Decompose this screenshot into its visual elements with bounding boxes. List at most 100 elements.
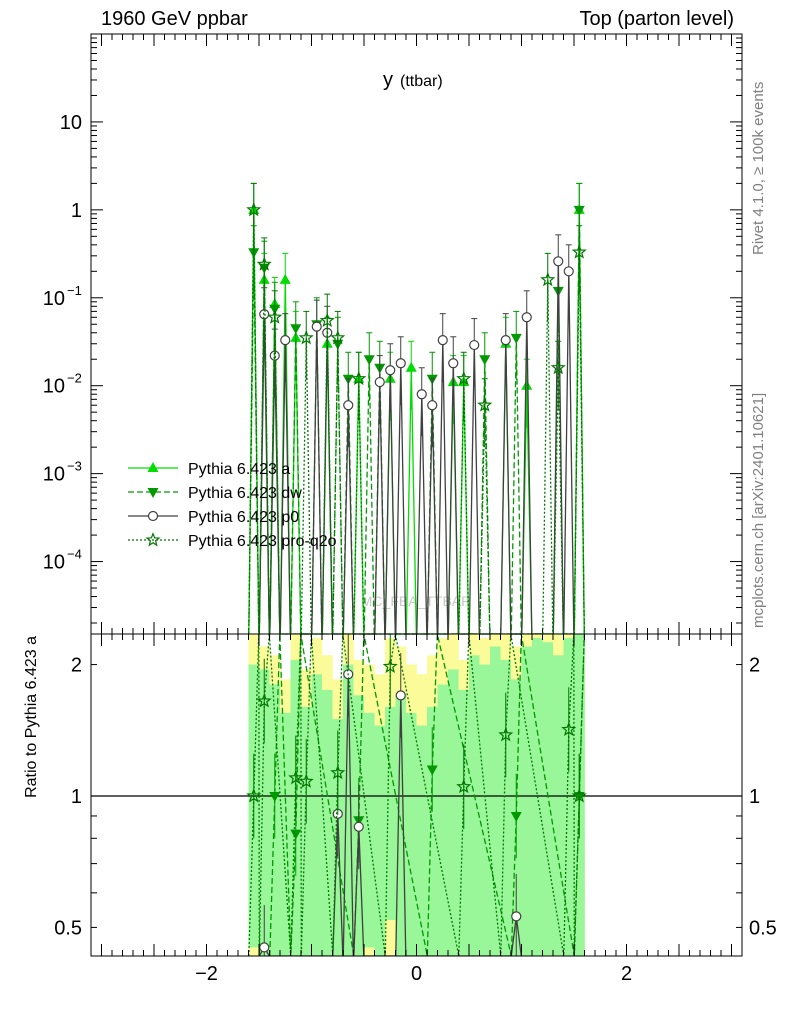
data-point xyxy=(456,370,472,386)
data-point xyxy=(521,312,532,323)
uncertainty-band-green xyxy=(322,689,333,956)
uncertainty-band-green xyxy=(521,646,533,956)
data-point xyxy=(319,312,335,328)
main-ytick-exp: −3 xyxy=(67,459,82,474)
data-point xyxy=(279,273,291,284)
xtick-label: 2 xyxy=(621,963,632,985)
plot-title-main: y xyxy=(383,69,393,91)
uncertainty-band-green xyxy=(448,669,459,956)
ratio-point xyxy=(288,769,304,785)
main-ytick-label: 10 xyxy=(43,376,65,398)
ratio-point xyxy=(395,690,406,701)
uncertainty-band-green xyxy=(427,706,438,956)
rivet-label: Rivet 4.1.0, ≥ 100k events xyxy=(750,81,767,255)
ratio-line xyxy=(269,634,585,956)
data-point xyxy=(448,358,459,369)
data-point xyxy=(246,201,262,217)
uncertainty-band-green xyxy=(280,712,291,956)
legend-label: Pythia 6.423 p0 xyxy=(188,509,299,526)
header-right: Top (parton level) xyxy=(579,8,734,30)
legend-label: Pythia 6.423 dw xyxy=(188,485,302,502)
data-point xyxy=(351,370,367,386)
data-point xyxy=(469,339,480,351)
xtick-label: −2 xyxy=(195,963,218,985)
data-point xyxy=(479,355,491,366)
legend-label: Pythia 6.423 pro-q2o xyxy=(188,533,337,550)
data-point xyxy=(395,358,406,369)
uncertainty-band-green xyxy=(437,684,449,956)
uncertainty-band-green xyxy=(542,642,554,956)
ratio-ytick-label-right: 1 xyxy=(749,786,760,808)
uncertainty-band-green xyxy=(374,725,386,956)
ratio-point xyxy=(256,692,272,708)
series-3 xyxy=(246,182,587,635)
ratio-point xyxy=(290,829,302,840)
ratio-point xyxy=(353,821,364,832)
ratio-content xyxy=(91,634,742,956)
ratio-point xyxy=(561,721,577,736)
ratio-point xyxy=(571,788,587,803)
source-label: mcplots.cern.ch [arXiv:2401.10621] xyxy=(750,392,767,628)
data-point xyxy=(298,329,314,345)
series-0 xyxy=(248,182,585,635)
ratio-ytick-label-right: 0.5 xyxy=(749,917,777,939)
data-point xyxy=(571,244,587,259)
series-2 xyxy=(258,234,575,635)
ratio-ytick-label-left: 2 xyxy=(71,655,82,677)
ratio-point xyxy=(426,765,438,776)
data-point xyxy=(510,333,522,344)
data-point xyxy=(553,256,564,267)
ratio-point xyxy=(498,726,514,742)
data-point xyxy=(343,400,354,411)
legend-label: Pythia 6.423 a xyxy=(188,461,290,478)
data-point xyxy=(385,365,396,376)
data-point xyxy=(563,266,574,277)
ratio-point xyxy=(382,658,398,673)
data-point xyxy=(416,389,427,400)
series-1 xyxy=(248,182,585,635)
data-point xyxy=(267,309,283,324)
data-point xyxy=(500,335,511,346)
main-ytick-exp: −2 xyxy=(67,371,82,386)
uncertainty-band-green xyxy=(311,674,323,956)
uncertainty-band-green xyxy=(469,655,480,956)
uncertainty-band-green xyxy=(364,712,375,948)
data-point xyxy=(363,355,375,366)
xtick-label: 0 xyxy=(411,963,422,985)
main-ytick-exp: −4 xyxy=(67,547,82,562)
ratio-point xyxy=(456,778,472,794)
ratio-point xyxy=(259,942,270,953)
ratio-series-2 xyxy=(246,634,587,956)
ratio-ytick-label-right: 2 xyxy=(749,655,760,677)
data-point xyxy=(290,324,302,335)
data-point xyxy=(330,329,346,345)
main-ytick-label: 10 xyxy=(60,112,82,134)
legend-marker xyxy=(147,462,159,472)
ratio-panel: 2 2 1 1 0.5 0.5 −2 0 2 Ratio to Pythia 6.423 a xyxy=(23,633,777,985)
header-left: 1960 GeV ppbar xyxy=(101,8,248,30)
ratio-point xyxy=(269,791,281,802)
uncertainty-band-green xyxy=(406,712,417,956)
data-point xyxy=(437,335,448,346)
data-point xyxy=(427,400,438,411)
ratio-ylabel: Ratio to Pythia 6.423 a xyxy=(23,636,40,798)
ratio-point xyxy=(330,764,346,780)
plot-title-sub: (ttbar) xyxy=(400,73,443,90)
data-point xyxy=(550,359,566,375)
legend-marker xyxy=(147,488,159,498)
uncertainty-band-green xyxy=(553,655,564,956)
data-point xyxy=(540,271,556,287)
uncertainty-band-green xyxy=(395,695,407,956)
uncertainty-band-green xyxy=(479,664,491,956)
uncertainty-band-green xyxy=(259,669,270,956)
uncertainty-band-green xyxy=(385,706,396,920)
ratio-ytick-label-left: 1 xyxy=(71,786,82,808)
main-ytick-label: 10 xyxy=(43,464,65,486)
uncertainty-band-green xyxy=(563,638,575,956)
ratio-ytick-label-left: 0.5 xyxy=(54,917,82,939)
main-ytick-label: 10 xyxy=(43,288,65,310)
ratio-point xyxy=(298,773,314,788)
data-point xyxy=(573,205,585,216)
